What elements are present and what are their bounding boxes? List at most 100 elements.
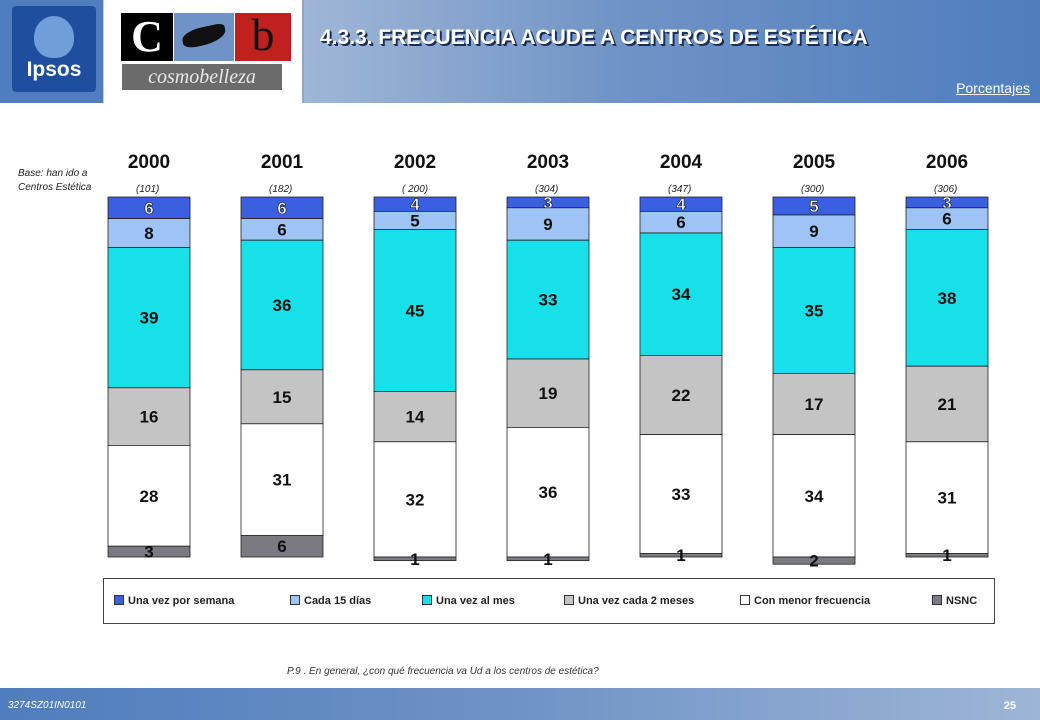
data-label: 34: [805, 487, 824, 506]
bar-segment: [107, 545, 191, 558]
legend-label: Con menor frecuencia: [754, 595, 871, 607]
data-label: 34: [672, 285, 691, 304]
bar-segment: [639, 552, 723, 558]
stacked-bar-chart: 2000(101)6839162832001(182)6636153162002…: [107, 152, 989, 570]
bar-segment: [772, 556, 856, 565]
data-label: 33: [539, 291, 558, 310]
cb-logo-c: C: [121, 13, 173, 61]
bar-segment: [107, 218, 191, 248]
data-label: 2: [809, 552, 818, 570]
base-count-label: (306): [934, 184, 957, 195]
data-label: 31: [938, 489, 957, 508]
data-label: 36: [273, 296, 292, 315]
data-label: 28: [140, 487, 159, 506]
cb-logo-word: cosmobelleza: [122, 64, 282, 90]
legend-swatch: [114, 595, 124, 606]
legend-item: NSNC: [932, 595, 977, 609]
data-label: 1: [942, 546, 951, 565]
bar-segment: [506, 207, 590, 241]
data-label: 5: [809, 197, 818, 216]
base-count-label: (300): [801, 184, 824, 195]
cb-logo-b: b: [235, 12, 291, 61]
bar-segment: [107, 387, 191, 446]
data-label: 16: [140, 408, 159, 427]
bar-segment: [373, 556, 457, 561]
bar-segment: [107, 247, 191, 389]
ipsos-logo: Ipsos: [0, 0, 103, 103]
data-label: 45: [406, 301, 425, 320]
base-label-line1: Base: han ido a: [18, 168, 88, 179]
bar-segment: [639, 232, 723, 356]
bar-segment: [506, 358, 590, 428]
legend-label: NSNC: [946, 595, 978, 607]
data-label: 4: [676, 195, 686, 214]
data-label: 6: [676, 213, 685, 232]
base-count-label: (101): [136, 184, 159, 195]
cb-logo-figure-icon: [174, 13, 234, 61]
legend-swatch: [422, 595, 432, 606]
ipsos-logo-box: Ipsos: [12, 6, 96, 92]
bar-segment: [373, 229, 457, 392]
data-label: 4: [410, 195, 420, 214]
year-label: 2004: [660, 152, 703, 173]
legend-swatch: [564, 595, 574, 606]
year-label: 2001: [261, 152, 304, 173]
base-count-label: (182): [269, 184, 292, 195]
legend-label: Una vez por semana: [128, 595, 235, 607]
legend-item: Con menor frecuencia: [740, 595, 870, 609]
bar-segment: [905, 229, 989, 367]
data-label: 8: [144, 224, 153, 243]
chart-legend: Una vez por semana Cada 15 días Una vez al…: [103, 578, 995, 624]
footer-band: [0, 688, 1040, 720]
legend-item: Una vez por semana: [114, 595, 234, 609]
bar-segment: [772, 372, 856, 435]
data-label: 32: [406, 490, 425, 509]
year-label: 2000: [128, 152, 170, 173]
legend-swatch: [740, 595, 750, 606]
cosmobelleza-logo: C b cosmobelleza: [104, 0, 304, 103]
bar-segment: [905, 365, 989, 443]
data-label: 35: [805, 301, 824, 320]
data-label: 21: [938, 395, 957, 414]
question-text: P.9 . En general, ¿con qué frecuencia va…: [287, 666, 599, 677]
year-label: 2003: [527, 152, 569, 173]
base-label-line2: Centros Estética: [18, 182, 92, 193]
data-label: 19: [539, 384, 558, 403]
legend-swatch: [932, 595, 942, 606]
data-label: 33: [672, 485, 691, 504]
bar-segment: [506, 239, 590, 360]
page-subtitle: Porcentajes: [956, 80, 1030, 96]
data-label: 6: [942, 210, 951, 229]
bar-segment: [107, 444, 191, 547]
bar-segment: [905, 441, 989, 554]
ipsos-face-icon: [34, 16, 74, 58]
year-label: 2006: [926, 152, 968, 173]
data-label: 17: [805, 395, 824, 414]
data-label: 9: [543, 215, 552, 234]
bar-segment: [240, 423, 324, 536]
data-label: 6: [144, 199, 153, 218]
data-label: 3: [144, 543, 153, 562]
bar-segment: [639, 434, 723, 554]
data-label: 1: [410, 550, 419, 569]
base-count-label: (304): [535, 184, 558, 195]
page-number: 25: [1003, 700, 1016, 712]
footer-code: 3274SZ01IN0101: [8, 700, 87, 711]
data-label: 5: [410, 211, 419, 230]
bar-segment: [905, 552, 989, 558]
data-label: 36: [539, 483, 558, 502]
bar-segment: [240, 239, 324, 371]
bar-segment: [240, 534, 324, 558]
legend-item: Una vez cada 2 meses: [564, 595, 694, 609]
base-count-label: ( 200): [402, 184, 428, 195]
data-label: 6: [277, 199, 286, 218]
data-label: 38: [938, 289, 957, 308]
bar-segment: [506, 556, 590, 561]
year-label: 2005: [793, 152, 836, 173]
data-label: 3: [942, 193, 951, 212]
legend-label: Una vez al mes: [436, 595, 515, 607]
ipsos-logo-text: Ipsos: [26, 58, 82, 81]
data-label: 6: [277, 220, 286, 239]
bar-segment: [506, 426, 590, 558]
page-title: 4.3.3. FRECUENCIA ACUDE A CENTROS DE EST…: [320, 26, 868, 49]
